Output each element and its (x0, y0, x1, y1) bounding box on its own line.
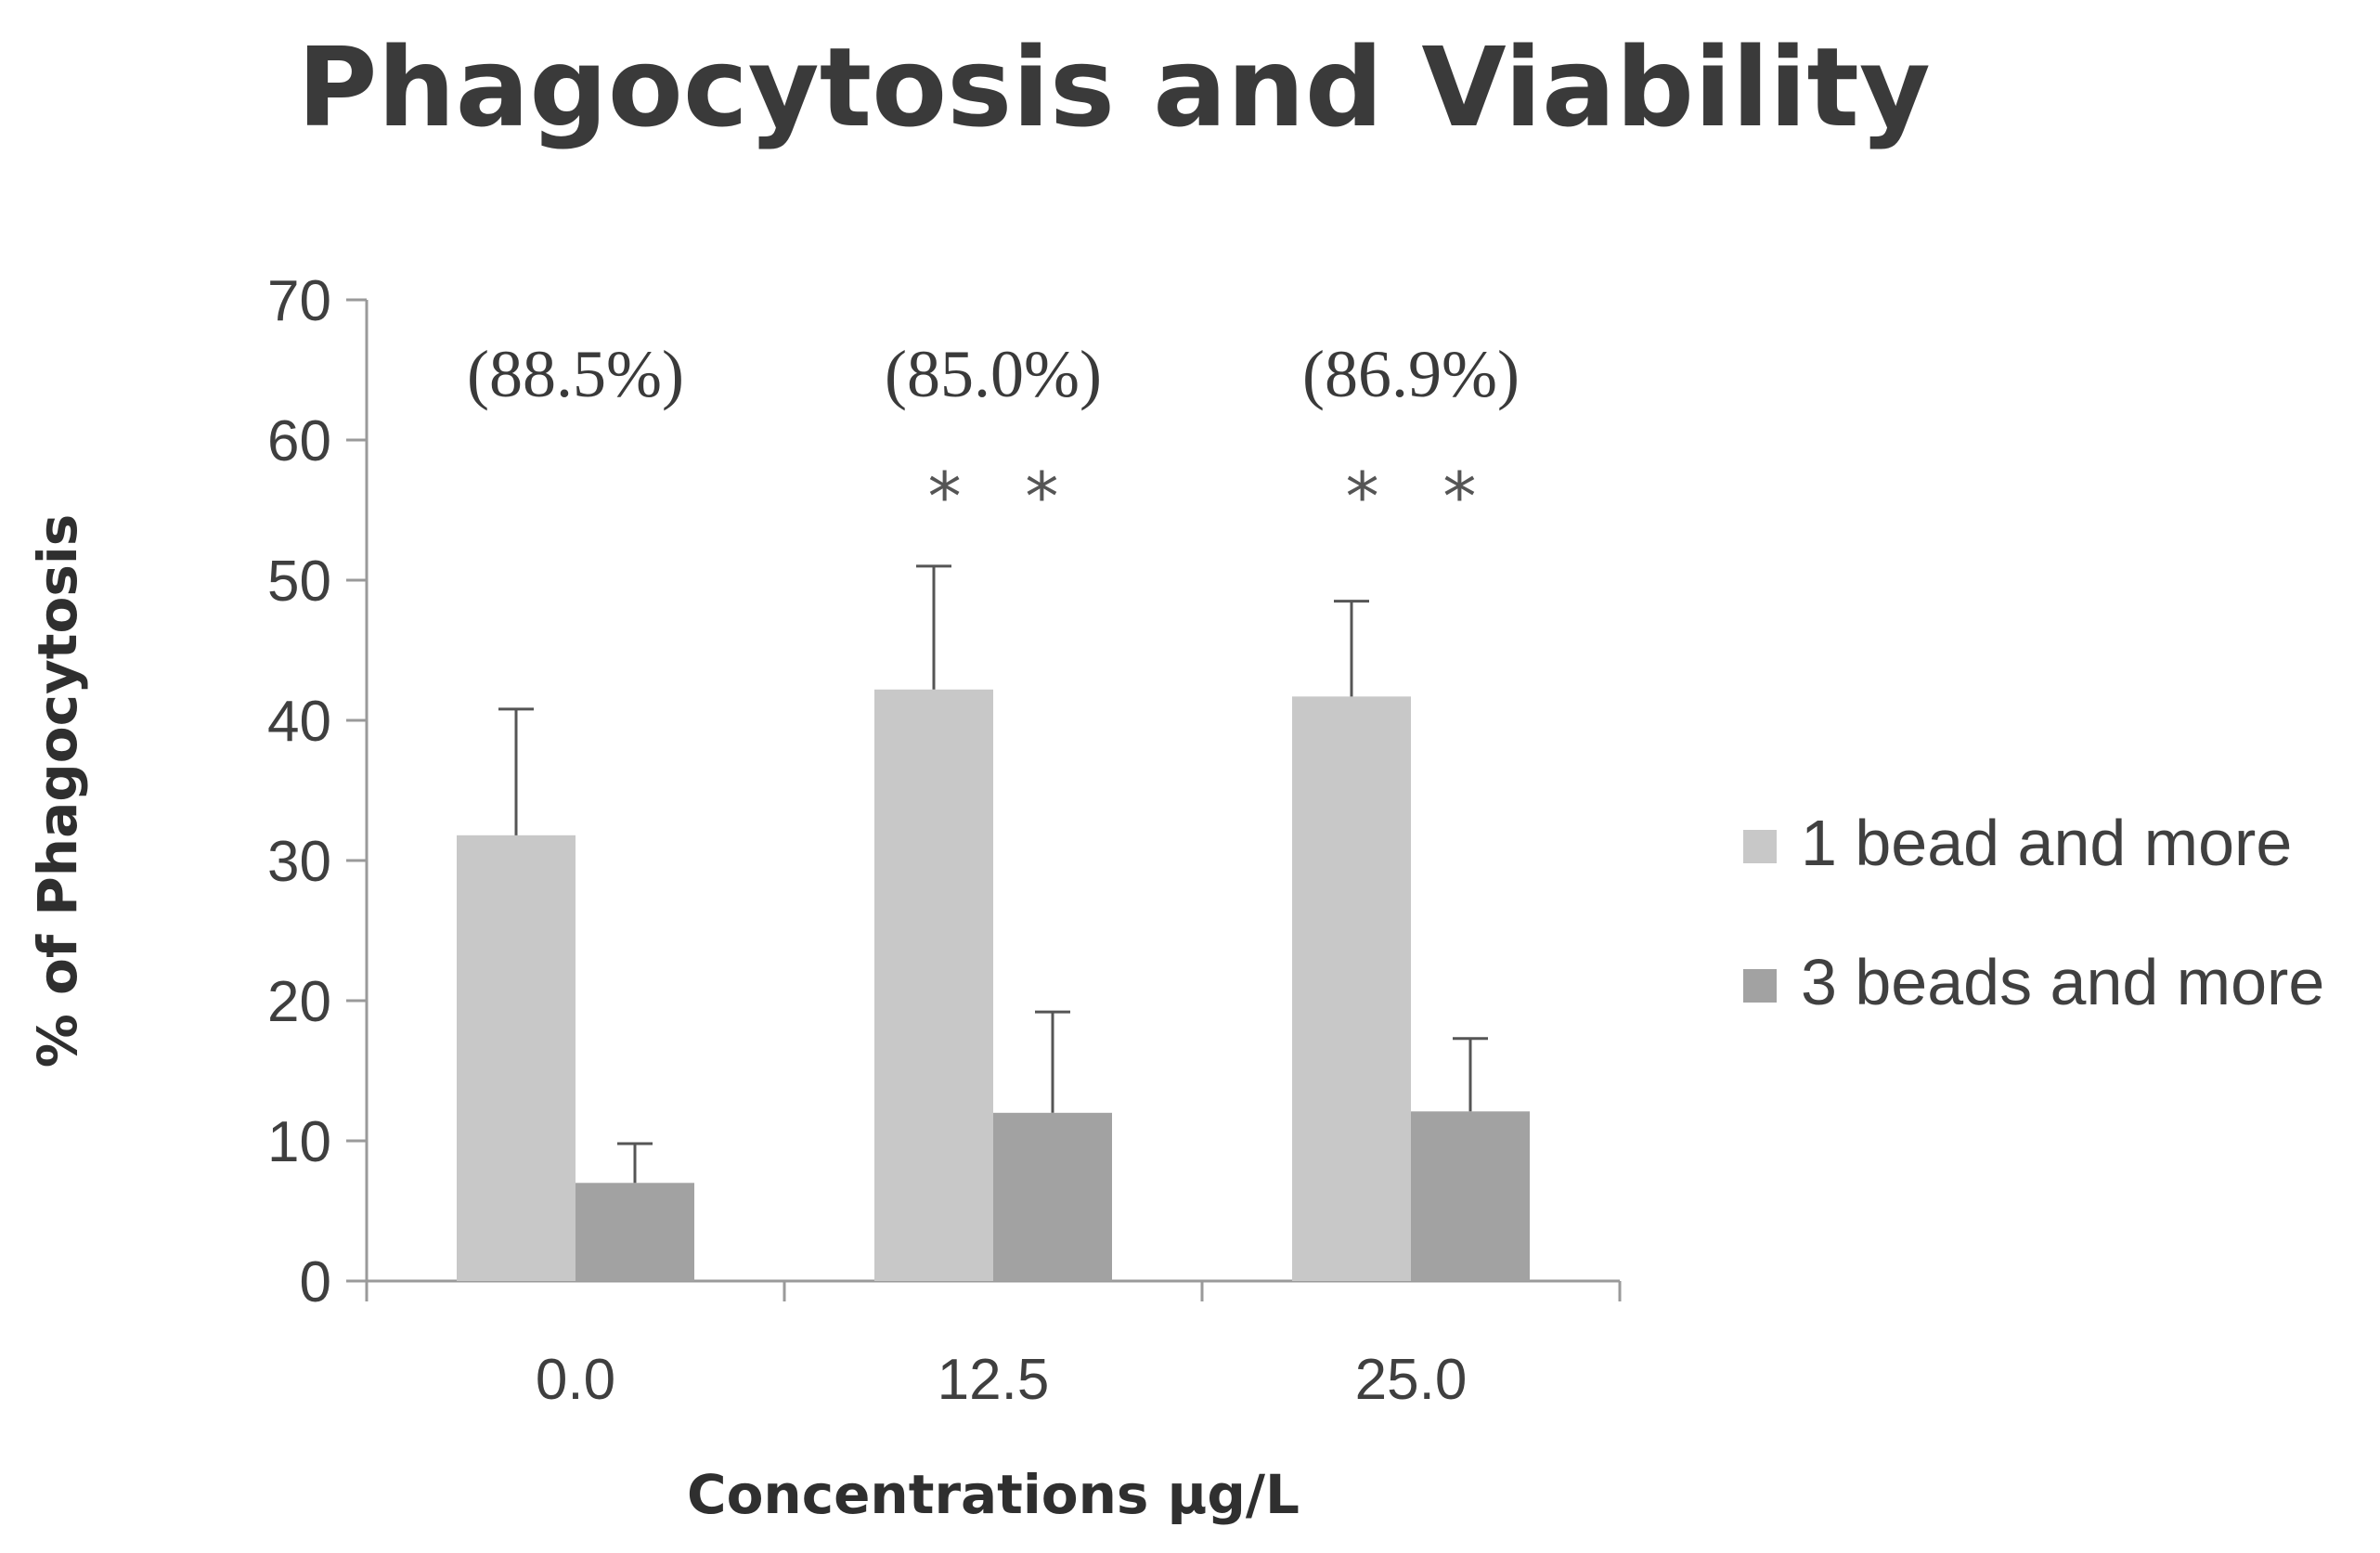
y-axis-title: % of Phagocytosis (26, 514, 89, 1068)
legend-swatch (1743, 969, 1777, 1003)
legend-swatch (1743, 830, 1777, 863)
x-tick-label: 25.0 (1355, 1348, 1468, 1412)
y-tick-label: 30 (267, 830, 331, 894)
x-tick-label: 0.0 (536, 1348, 615, 1412)
bars (457, 689, 1530, 1281)
y-tick-label: 10 (267, 1110, 331, 1174)
viability-label: (86.9%) (1302, 337, 1520, 411)
bar-series-2 (1411, 1111, 1530, 1281)
viability-label: (85.0%) (885, 337, 1102, 411)
legend-label: 3 beads and more (1801, 946, 2324, 1018)
x-ticks: 0.0 12.5 25.0 (365, 1281, 1622, 1412)
chart-title: Phagocytosis and Viability (297, 23, 1931, 151)
x-tick-label: 12.5 (938, 1348, 1050, 1412)
viability-label: (88.5%) (467, 337, 684, 411)
bar-series-1 (874, 689, 993, 1281)
legend: 1 bead and more 3 beads and more (1743, 807, 2324, 1018)
y-tick-label: 70 (267, 269, 331, 333)
significance-marker: * * (1346, 458, 1477, 536)
y-tick-label: 0 (300, 1250, 331, 1314)
y-tick-label: 50 (267, 550, 331, 614)
y-tick-label: 60 (267, 409, 331, 473)
y-ticks: 0 10 20 30 40 50 60 70 (267, 269, 367, 1314)
bar-series-1 (1292, 696, 1411, 1281)
x-axis-title: Concentrations μg/L (687, 1463, 1300, 1526)
significance-marker: * * (928, 458, 1059, 536)
bar-series-2 (576, 1183, 694, 1281)
bar-series-2 (993, 1112, 1112, 1281)
annotations: (88.5%) (85.0%) (86.9%) * * * * (467, 337, 1520, 536)
bar-series-1 (457, 835, 576, 1281)
y-tick-label: 40 (267, 690, 331, 754)
y-tick-label: 20 (267, 970, 331, 1034)
error-bars (498, 564, 1488, 1184)
legend-label: 1 bead and more (1801, 807, 2292, 879)
